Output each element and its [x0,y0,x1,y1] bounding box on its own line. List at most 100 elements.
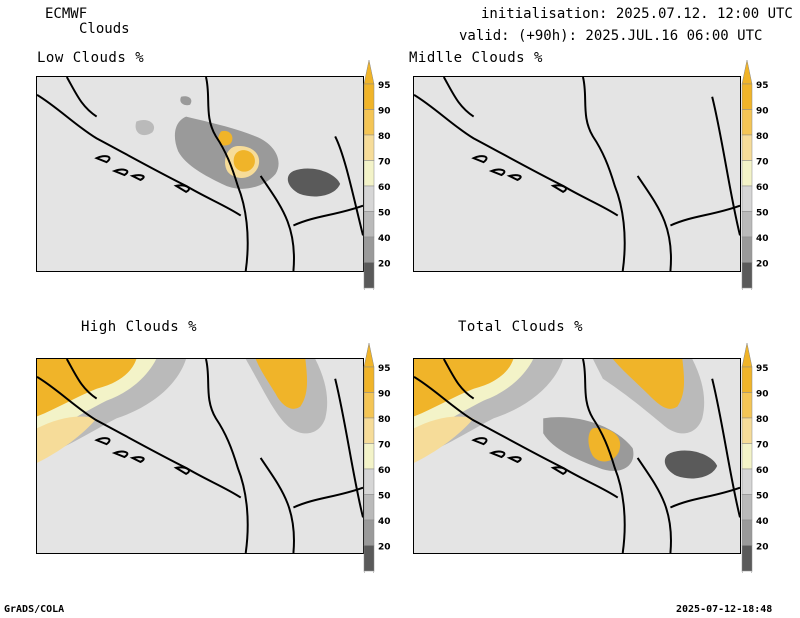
coastlines [37,77,363,271]
init-time: initialisation: 2025.07.12. 12:00 UTC [481,6,793,22]
colorbar-segment [363,211,375,238]
high-clouds-map [36,358,364,554]
colorbar-low: 95 90 80 70 60 50 40 20 [362,58,406,313]
colorbar-segment [363,443,375,470]
panel-title-low: Low Clouds % [37,50,145,66]
colorbar-segment [741,211,753,238]
colorbar-middle: 95 90 80 70 60 50 40 20 [740,58,784,313]
colorbar-min-arrow [741,287,753,313]
colorbar-max-arrow [363,59,375,85]
colorbar-tick-label: 60 [756,183,769,193]
colorbar-segment [363,417,375,444]
coastlines [37,359,363,553]
colorbar-segment [741,468,753,495]
colorbar-segment [363,519,375,546]
colorbar-tick-label: 50 [378,209,391,219]
colorbar-tick-label: 90 [756,107,769,117]
colorbar-max-arrow [363,342,375,368]
middle-clouds-map [413,76,741,272]
colorbar-min-arrow [741,570,753,596]
colorbar-high: 95 90 80 70 60 50 40 20 [362,341,406,596]
colorbar-segment [741,236,753,263]
colorbar-tick-label: 50 [756,209,769,219]
colorbar-tick-label: 70 [378,158,391,168]
colorbar-tick-label: 20 [756,543,769,553]
colorbar-tick-label: 70 [756,158,769,168]
colorbar-segment [741,109,753,136]
colorbar-tick-label: 60 [378,466,391,476]
colorbar-segment [363,366,375,393]
colorbar-tick-label: 95 [756,81,769,91]
colorbar-tick-label: 40 [756,234,769,244]
colorbar-segment [363,185,375,212]
panel-title-middle: Midlle Clouds % [409,50,543,66]
colorbar-graphic: 95 90 80 70 60 50 40 20 [363,342,391,596]
colorbar-segment [741,83,753,110]
colorbar-segment [363,494,375,521]
colorbar-segment [363,545,375,572]
colorbar-segment [363,160,375,187]
colorbar-tick-label: 20 [378,543,391,553]
colorbar-segment [741,392,753,419]
colorbar-min-arrow [363,570,375,596]
valid-time: valid: (+90h): 2025.JUL.16 06:00 UTC [459,28,763,44]
colorbar-tick-label: 90 [756,390,769,400]
colorbar-tick-label: 95 [378,364,391,374]
colorbar-tick-label: 20 [378,260,391,270]
colorbar-tick-label: 50 [756,492,769,502]
cloud-shading [135,96,341,197]
colorbar-segment [741,545,753,572]
colorbar-tick-label: 50 [378,492,391,502]
colorbar-segment [741,519,753,546]
coastlines [414,359,740,553]
colorbar-tick-label: 70 [756,441,769,451]
colorbar-graphic: 95 90 80 70 60 50 40 20 [363,59,391,313]
panel-title-total: Total Clouds % [458,319,584,335]
colorbar-max-arrow [741,342,753,368]
colorbar-segment [363,109,375,136]
colorbar-segment [363,236,375,263]
colorbar-tick-label: 90 [378,107,391,117]
cloud-shading [37,359,328,463]
colorbar-segment [741,262,753,289]
colorbar-graphic: 95 90 80 70 60 50 40 20 [741,342,769,596]
colorbar-min-arrow [363,287,375,313]
colorbar-tick-label: 80 [756,415,769,425]
colorbar-segment [741,366,753,393]
colorbar-tick-label: 80 [378,415,391,425]
colorbar-tick-label: 90 [378,390,391,400]
colorbar-tick-label: 40 [756,517,769,527]
colorbar-tick-label: 95 [756,364,769,374]
footer-software: GrADS/COLA [4,604,65,615]
colorbar-tick-label: 40 [378,234,391,244]
colorbar-segment [363,392,375,419]
colorbar-segment [741,134,753,161]
product-label: Clouds [79,21,130,37]
colorbar-segment [363,262,375,289]
colorbar-tick-label: 80 [756,132,769,142]
cloud-shading [414,359,718,479]
low-clouds-map [36,76,364,272]
colorbar-tick-label: 95 [378,81,391,91]
colorbar-total: 95 90 80 70 60 50 40 20 [740,341,784,596]
colorbar-segment [363,468,375,495]
total-clouds-map [413,358,741,554]
colorbar-tick-label: 60 [378,183,391,193]
colorbar-tick-label: 40 [378,517,391,527]
colorbar-segment [363,134,375,161]
footer-timestamp: 2025-07-12-18:48 [676,604,773,615]
panel-title-high: High Clouds % [81,319,198,335]
colorbar-segment [741,160,753,187]
colorbar-graphic: 95 90 80 70 60 50 40 20 [741,59,769,313]
coastlines [414,77,740,271]
colorbar-segment [741,494,753,521]
model-label: ECMWF [45,6,88,22]
colorbar-max-arrow [741,59,753,85]
colorbar-tick-label: 70 [378,441,391,451]
colorbar-tick-label: 60 [756,466,769,476]
colorbar-segment [741,185,753,212]
colorbar-tick-label: 20 [756,260,769,270]
colorbar-tick-label: 80 [378,132,391,142]
colorbar-segment [741,417,753,444]
colorbar-segment [741,443,753,470]
